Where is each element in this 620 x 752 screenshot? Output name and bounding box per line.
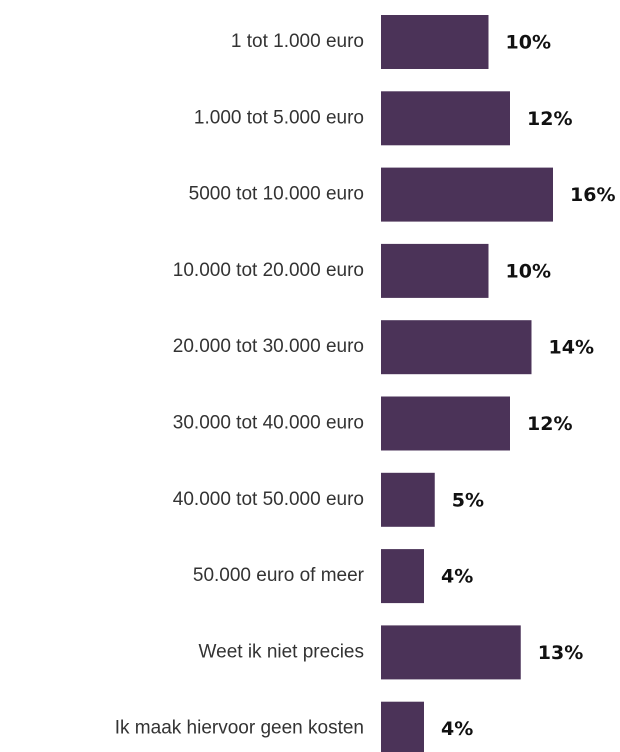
value-label: 10% — [506, 32, 551, 54]
bar — [381, 91, 510, 146]
bar — [381, 396, 510, 451]
bar — [381, 15, 489, 69]
value-label: 10% — [506, 260, 551, 282]
category-label: Weet ik niet precies — [199, 641, 364, 662]
category-label: 1.000 tot 5.000 euro — [194, 107, 364, 128]
category-label: 20.000 tot 30.000 euro — [173, 336, 364, 357]
category-label: 5000 tot 10.000 euro — [189, 184, 364, 205]
value-label: 12% — [527, 413, 572, 435]
value-label: 5% — [452, 489, 484, 511]
value-label: 14% — [549, 337, 594, 359]
value-label: 12% — [527, 108, 572, 130]
bar — [381, 701, 424, 752]
value-label: 16% — [570, 184, 615, 206]
value-label: 13% — [538, 642, 583, 664]
bar — [381, 320, 532, 375]
category-label: 30.000 tot 40.000 euro — [173, 413, 364, 434]
bar — [381, 625, 521, 680]
value-label: 4% — [441, 566, 473, 588]
value-label: 4% — [441, 718, 473, 740]
category-label: 10.000 tot 20.000 euro — [173, 260, 364, 281]
bar — [381, 472, 435, 527]
category-label: Ik maak hiervoor geen kosten — [115, 718, 364, 739]
bar — [381, 243, 489, 298]
category-label: 40.000 tot 50.000 euro — [173, 489, 364, 510]
category-label: 50.000 euro of meer — [193, 565, 365, 586]
bar — [381, 167, 553, 222]
bar — [381, 549, 424, 604]
category-label: 1 tot 1.000 euro — [231, 31, 364, 52]
